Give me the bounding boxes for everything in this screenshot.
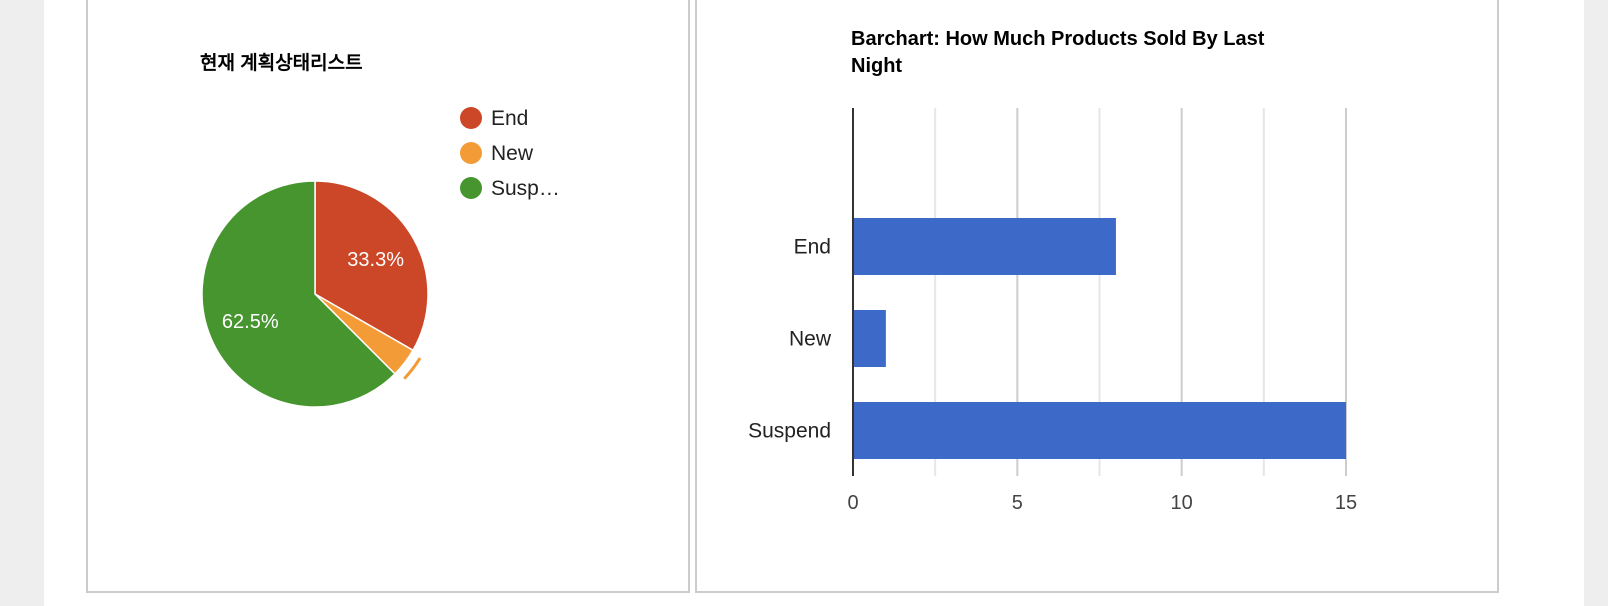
pie-data-label-suspend: 62.5% <box>222 311 279 333</box>
bar-category-labels: End New Suspend <box>748 236 832 443</box>
pie-chart-panel: 현재 계획상태리스트 33.3% 62.5% End New Susp… <box>86 0 690 593</box>
bar-chart: Barchart: How Much Products Sold By Last… <box>748 28 1357 514</box>
bar-suspend[interactable] <box>853 402 1346 459</box>
bar-new[interactable] <box>853 310 886 367</box>
pie-slice-new-highlight <box>403 357 422 380</box>
category-label-suspend: Suspend <box>748 420 831 443</box>
x-tick-label: 15 <box>1335 492 1357 514</box>
pie-data-label-end: 33.3% <box>347 249 404 271</box>
x-tick-label: 10 <box>1171 492 1193 514</box>
legend-label-suspend[interactable]: Susp… <box>491 177 560 200</box>
bar-chart-title-line-1: Barchart: How Much Products Sold By Last <box>851 28 1265 50</box>
pie-legend: End New Susp… <box>460 107 560 200</box>
bar-end[interactable] <box>853 218 1116 275</box>
pie-data-labels: 33.3% 62.5% <box>222 249 404 333</box>
legend-label-end[interactable]: End <box>491 107 528 130</box>
pie-slice-end[interactable] <box>314 180 429 352</box>
category-label-end: End <box>794 236 831 259</box>
legend-swatch-suspend <box>460 177 482 199</box>
legend-swatch-end <box>460 107 482 129</box>
pie-chart-title: 현재 계획상태리스트 <box>200 52 363 74</box>
legend-swatch-new <box>460 142 482 164</box>
x-tick-label: 0 <box>847 492 858 514</box>
pie-slices <box>201 180 429 408</box>
bar-chart-panel: Barchart: How Much Products Sold By Last… <box>695 0 1499 593</box>
pie-chart: 현재 계획상태리스트 33.3% 62.5% End New Susp… <box>200 52 560 408</box>
x-tick-label: 5 <box>1012 492 1023 514</box>
bar-bars <box>853 218 1346 459</box>
legend-label-new[interactable]: New <box>491 142 534 165</box>
pie-slice-suspend[interactable] <box>201 180 396 408</box>
bar-tick-labels: 0 5 10 15 <box>847 492 1357 514</box>
bar-chart-title-line-2: Night <box>851 55 902 77</box>
category-label-new: New <box>789 328 832 351</box>
page-gutter-left <box>0 0 44 606</box>
page-gutter-right <box>1584 0 1608 606</box>
